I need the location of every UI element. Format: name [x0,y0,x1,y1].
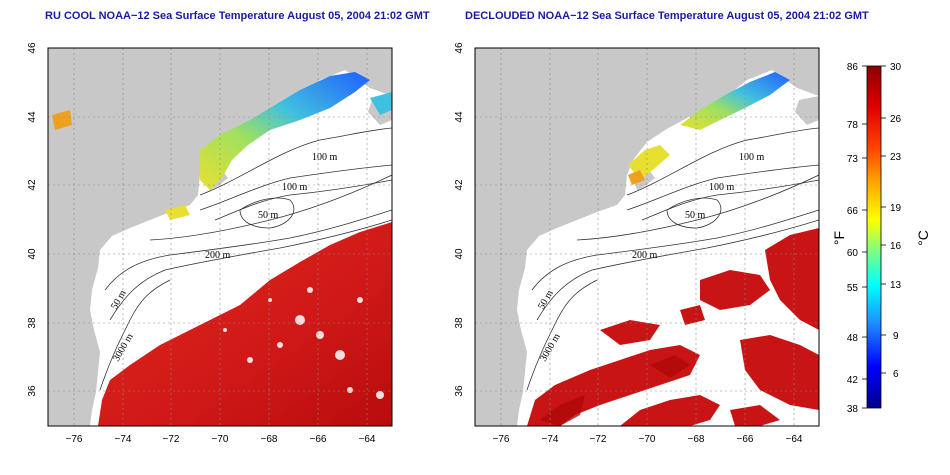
x-tick-label: −70 [639,434,656,445]
bathymetry-contours [526,127,819,391]
land-mass [48,48,392,426]
fahrenheit-tick: 78 [847,120,859,131]
celsius-unit-label: °C [915,230,931,246]
x-tick-label: −66 [310,434,327,445]
fahrenheit-tick: 73 [847,154,859,165]
dark-warm-patches [540,355,690,426]
x-tick-label: −68 [261,434,278,445]
bathymetry-contours [99,127,392,391]
land-novascotia [795,96,819,125]
celsius-tick: 30 [890,62,902,73]
x-tick-label: −64 [786,434,803,445]
y-tick-label: 38 [454,317,465,329]
land-mass [475,48,819,426]
fahrenheit-unit-label: °F [831,231,847,245]
warm-water-patches [527,228,819,426]
cool-water-region [200,72,370,190]
y-tick-label: 42 [454,179,465,191]
celsius-tick: 26 [890,114,902,125]
y-tick-label: 40 [454,248,465,260]
fahrenheit-tick: 60 [847,248,859,259]
y-tick-label: 40 [27,248,38,260]
fahrenheit-tick: 55 [847,283,859,294]
colorbar-fahrenheit-ticks: 86 78 73 66 60 55 48 42 38 [847,62,859,415]
map-panel-left: 100 m 100 m 50 m 200 m 50 m 3000 m −76 −… [27,42,393,445]
fahrenheit-tick: 48 [847,333,859,344]
grid-lines [475,48,819,426]
x-tick-label: −72 [163,434,180,445]
map-frame [47,47,393,427]
x-tick-label: −72 [590,434,607,445]
y-tick-label: 44 [27,111,38,123]
contour-label: 100 m [282,182,308,193]
contour-label: 200 m [205,250,231,261]
celsius-tick: 16 [890,241,902,252]
x-tick-label: −74 [542,434,559,445]
x-axis-ticks-right: −76 −74 −72 −70 −68 −66 −64 [493,434,803,445]
grid-lines [48,48,392,426]
colorbar-gradient [866,65,882,409]
warm-water-region [98,222,392,426]
map-frame [474,47,820,427]
x-tick-label: −70 [212,434,229,445]
contour-label: 50 m [258,210,279,221]
x-tick-label: −64 [359,434,376,445]
contour-label: 100 m [739,152,765,163]
x-tick-label: −76 [66,434,83,445]
celsius-tick: 6 [893,369,899,380]
y-tick-label: 36 [454,385,465,397]
fahrenheit-tick: 66 [847,206,859,217]
colorbar-celsius-ticks: 30 26 23 19 16 13 9 6 [890,62,902,380]
x-axis-ticks-left: −76 −74 −72 −70 −68 −66 −64 [66,434,376,445]
celsius-tick: 9 [893,331,899,342]
panel-title-right: DECLOUDED NOAA−12 Sea Surface Temperatur… [465,10,869,22]
y-tick-label: 44 [454,111,465,123]
fahrenheit-tick: 86 [847,62,859,73]
cool-water-region [680,72,790,130]
cloud-speckle [223,287,384,399]
fahrenheit-tick: 42 [847,375,859,386]
y-tick-label: 42 [27,179,38,191]
panel-title-left: RU COOL NOAA−12 Sea Surface Temperature … [45,10,430,22]
y-axis-ticks-right: 36 38 40 42 44 46 [454,42,465,397]
x-tick-label: −74 [115,434,132,445]
celsius-tick: 13 [890,280,902,291]
celsius-tick: 19 [890,203,902,214]
y-axis-ticks-left: 36 38 40 42 44 46 [27,42,38,397]
y-tick-label: 46 [454,42,465,54]
contour-label: 50 m [685,210,706,221]
fahrenheit-tick: 38 [847,404,859,415]
orange-coastal-patch [628,170,645,185]
y-tick-label: 46 [27,42,38,54]
colorbar: 86 78 73 66 60 55 48 42 38 30 26 23 19 1… [831,62,931,415]
x-tick-label: −66 [737,434,754,445]
cool-water-east [370,92,392,115]
contour-label: 200 m [632,250,658,261]
contour-label: 100 m [709,182,735,193]
x-tick-label: −76 [493,434,510,445]
y-tick-label: 38 [27,317,38,329]
x-tick-label: −68 [688,434,705,445]
contour-label: 100 m [312,152,338,163]
celsius-tick: 23 [890,152,902,163]
orange-patch [52,110,72,130]
map-panel-right: 100 m 100 m 50 m 200 m 50 m 3000 m −76 −… [454,42,820,445]
y-tick-label: 36 [27,385,38,397]
